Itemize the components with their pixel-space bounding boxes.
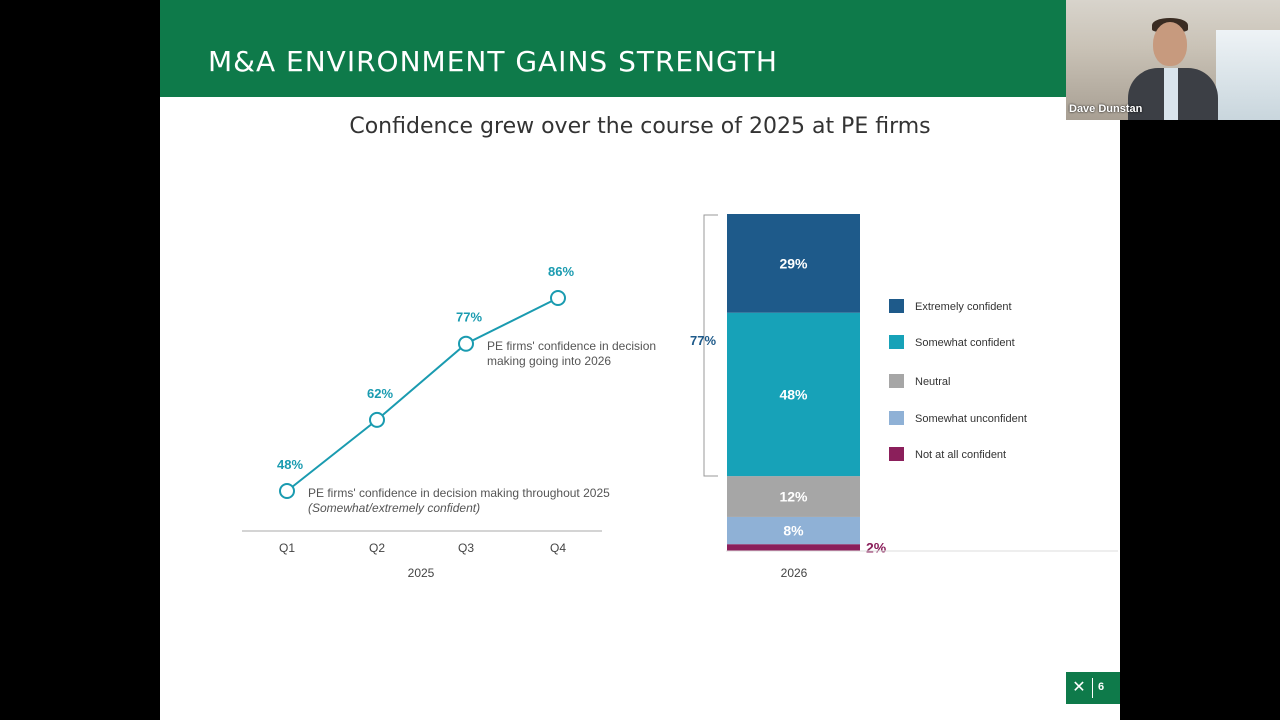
annotation-upper-line1: PE firms' confidence in decision: [487, 339, 656, 353]
data-point-q2: [369, 411, 385, 428]
page-number: 6: [1098, 681, 1105, 693]
video-window-background: [1216, 30, 1280, 120]
video-person-shirt: [1164, 68, 1178, 120]
bar-label-somewhat-unconfident: 8%: [783, 523, 804, 539]
data-label-q1: 48%: [277, 457, 303, 472]
legend-swatch-somewhat-confident: [889, 335, 904, 349]
line-chart: 48% Q1 62% Q2 77% Q3 86% Q4: [277, 264, 574, 555]
data-point-q3: [458, 335, 474, 352]
bar-label-not-at-all-confident: 2%: [866, 540, 887, 556]
page-footer-badge: ✕ 6: [1066, 672, 1120, 704]
legend-label-extremely-confident: Extremely confident: [915, 301, 1012, 313]
line-chart-xlabel: 2025: [408, 566, 435, 580]
company-logo-icon: ✕: [1072, 679, 1086, 696]
chart-area: 48% Q1 62% Q2 77% Q3 86% Q4 2025 PE firms' conf…: [242, 214, 1118, 580]
title-banner: M&A ENVIRONMENT GAINS STRENGTH: [160, 0, 1066, 97]
x-tick-q2: Q2: [369, 541, 385, 555]
legend-swatch-not-at-all-confident: [889, 447, 904, 461]
bar-segment-not-at-all-confident: [727, 544, 860, 551]
stacked-bar-chart: 2% 8% 12% 48% 29%: [727, 214, 887, 556]
bar-chart-xlabel: 2026: [781, 566, 808, 580]
bracket-77: [703, 214, 718, 477]
annotation-upper-line2: making going into 2026: [487, 354, 611, 368]
bar-label-neutral: 12%: [779, 489, 808, 505]
bar-label-somewhat-confident: 48%: [779, 386, 808, 402]
slide: M&A ENVIRONMENT GAINS STRENGTH Confidenc…: [160, 0, 1120, 720]
legend-swatch-extremely-confident: [889, 299, 904, 313]
annotation-lower-line2: (Somewhat/extremely confident): [308, 501, 480, 515]
confidence-line: [286, 297, 559, 492]
x-tick-q4: Q4: [550, 541, 566, 555]
annotation-lower-line1: PE firms' confidence in decision making …: [308, 486, 610, 500]
data-point-q1: [279, 483, 295, 499]
video-thumbnail[interactable]: Dave Dunstan: [1066, 0, 1280, 120]
bar-segment-extremely-confident: [727, 214, 860, 313]
video-person-head: [1153, 22, 1187, 66]
bar-label-extremely-confident: 29%: [779, 255, 808, 271]
x-tick-q3: Q3: [458, 541, 474, 555]
footer-divider: [1092, 678, 1093, 698]
x-tick-q1: Q1: [279, 541, 295, 555]
bar-segment-somewhat-confident: [727, 312, 860, 477]
legend-label-not-at-all-confident: Not at all confident: [915, 449, 1006, 461]
legend: Extremely confident Somewhat confident Neu…: [889, 299, 1027, 461]
bar-segment-neutral: [727, 476, 860, 517]
slide-subtitle: Confidence grew over the course of 2025 …: [349, 114, 931, 139]
legend-label-somewhat-unconfident: Somewhat unconfident: [915, 413, 1027, 425]
participant-name: Dave Dunstan: [1069, 103, 1143, 115]
data-label-q3: 77%: [456, 310, 482, 325]
data-label-q4: 86%: [548, 264, 574, 279]
legend-swatch-somewhat-unconfident: [889, 411, 904, 425]
legend-label-neutral: Neutral: [915, 376, 950, 388]
bar-segment-somewhat-unconfident: [727, 516, 860, 545]
data-label-q2: 62%: [367, 386, 393, 401]
slide-title: M&A ENVIRONMENT GAINS STRENGTH: [208, 45, 778, 78]
legend-swatch-neutral: [889, 374, 904, 388]
data-point-q4: [550, 290, 566, 306]
legend-label-somewhat-confident: Somewhat confident: [915, 337, 1015, 349]
bracket-label: 77%: [690, 333, 716, 348]
